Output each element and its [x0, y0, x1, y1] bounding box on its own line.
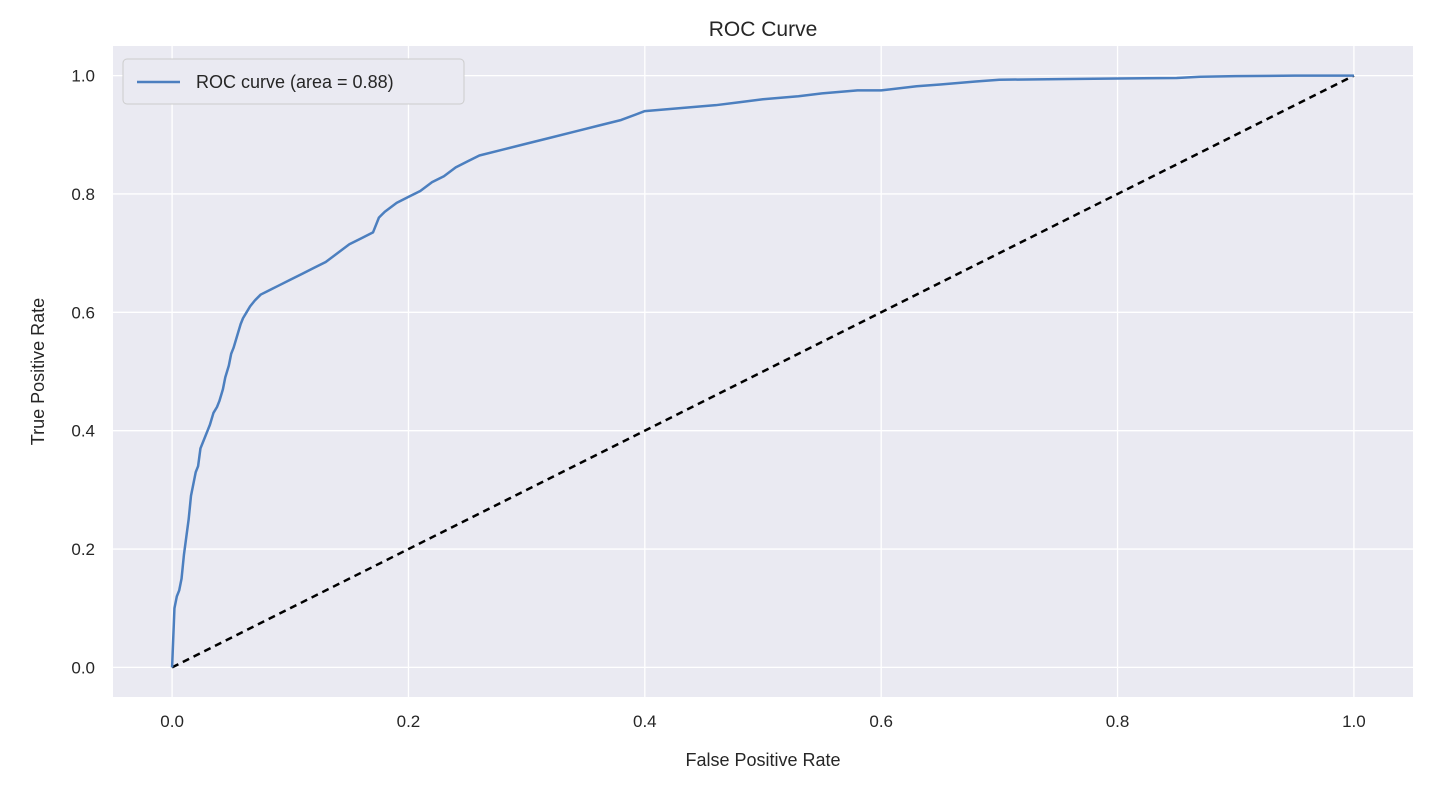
- x-tick-label: 0.8: [1106, 712, 1130, 731]
- chart-title: ROC Curve: [709, 18, 818, 41]
- y-tick-label: 0.0: [71, 658, 95, 677]
- x-tick-label: 0.2: [397, 712, 421, 731]
- x-tick-label: 0.4: [633, 712, 657, 731]
- legend: ROC curve (area = 0.88): [123, 59, 464, 104]
- y-tick-label: 0.2: [71, 540, 95, 559]
- y-tick-label: 0.8: [71, 185, 95, 204]
- x-tick-label: 1.0: [1342, 712, 1366, 731]
- x-tick-label: 0.0: [160, 712, 184, 731]
- legend-label-roc: ROC curve (area = 0.88): [196, 72, 394, 92]
- x-axis-label: False Positive Rate: [685, 750, 840, 770]
- y-axis-label: True Positive Rate: [28, 298, 48, 445]
- x-tick-label: 0.6: [869, 712, 893, 731]
- y-tick-label: 1.0: [71, 67, 95, 86]
- y-tick-label: 0.4: [71, 422, 95, 441]
- y-tick-label: 0.6: [71, 303, 95, 322]
